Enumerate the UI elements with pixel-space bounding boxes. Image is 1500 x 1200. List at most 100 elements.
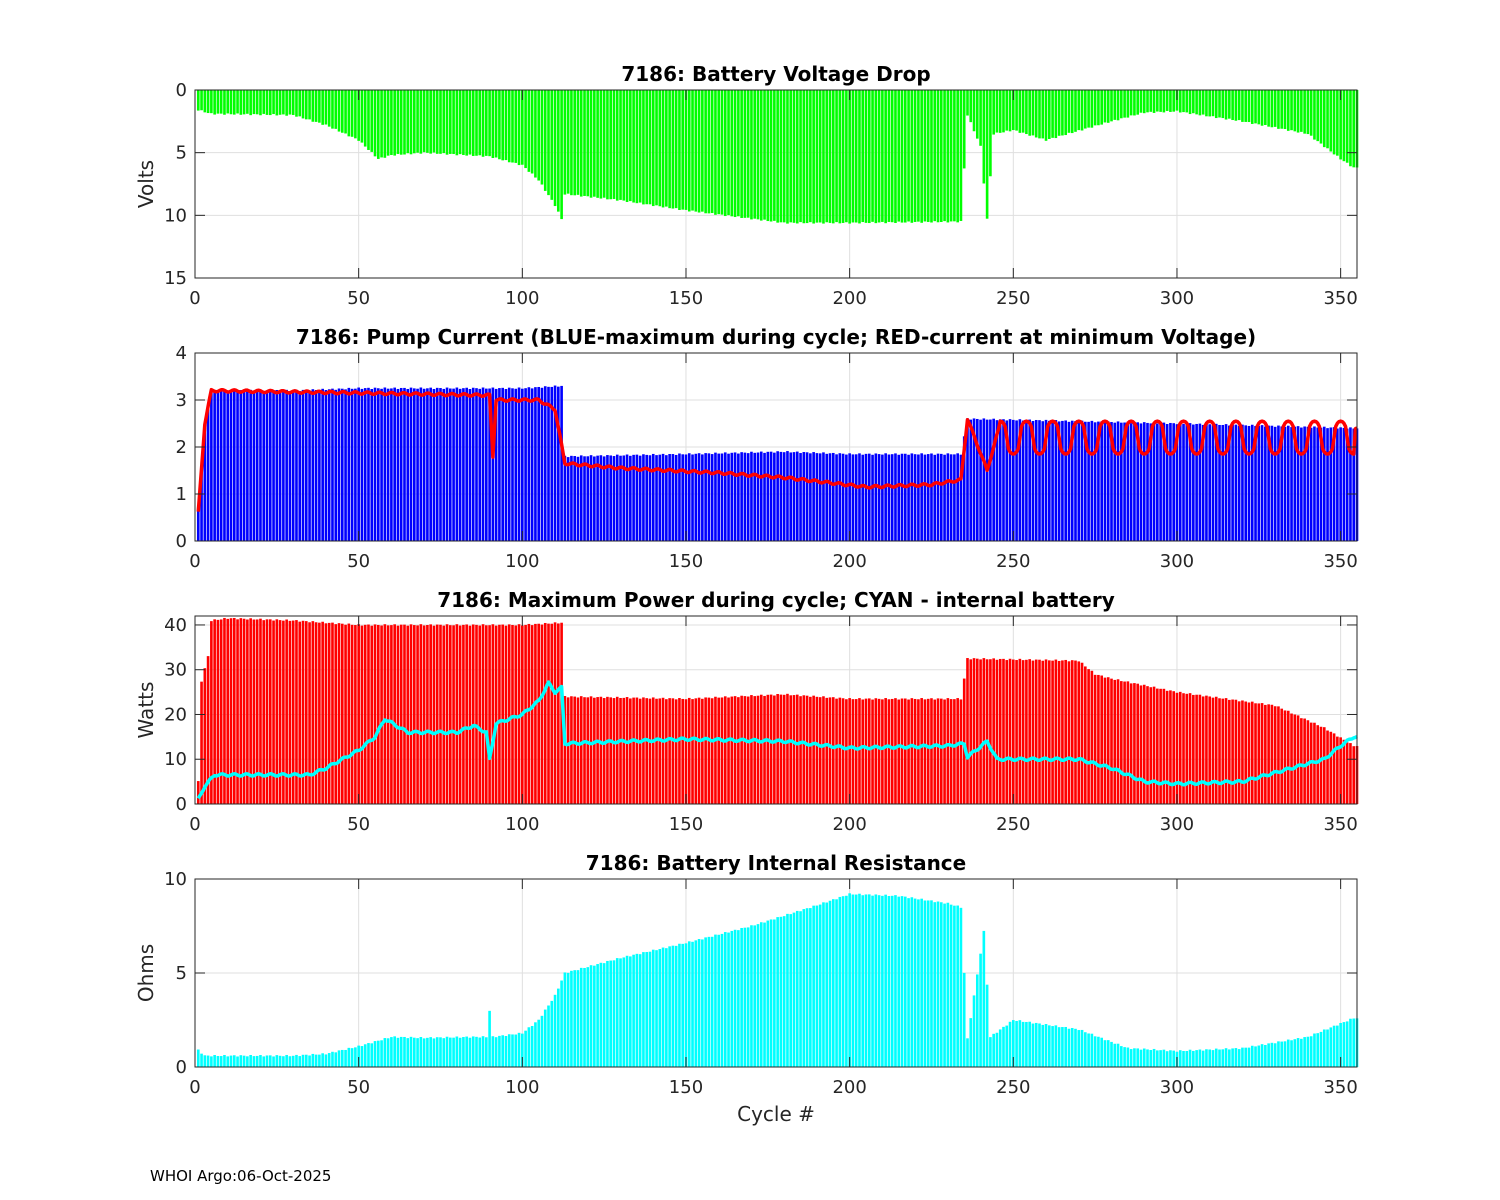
bar <box>255 619 259 804</box>
bar <box>694 90 698 212</box>
bar <box>1211 90 1215 117</box>
bar <box>272 620 275 804</box>
bar <box>871 895 874 1067</box>
bar <box>1093 674 1097 804</box>
bar <box>413 1037 416 1067</box>
x-tick-label: 350 <box>1323 288 1357 309</box>
bar <box>851 699 855 804</box>
bar <box>304 90 308 120</box>
bar <box>697 453 701 541</box>
bar <box>331 388 334 541</box>
bar <box>704 697 707 804</box>
bar <box>861 895 865 1067</box>
bar <box>687 941 691 1067</box>
bar <box>1162 1049 1166 1067</box>
bar <box>1123 1047 1126 1067</box>
bar <box>557 386 560 541</box>
bar <box>504 1035 508 1067</box>
bar <box>462 1037 465 1067</box>
bar <box>1336 90 1339 156</box>
bar <box>838 697 842 804</box>
bar <box>1139 1049 1143 1067</box>
bar <box>720 933 724 1067</box>
bar <box>681 454 685 541</box>
bar <box>681 90 685 210</box>
bar <box>255 1055 259 1067</box>
bar <box>268 90 272 116</box>
bar <box>969 419 973 541</box>
bar <box>740 452 743 541</box>
bar <box>691 941 694 1067</box>
bar <box>704 453 707 541</box>
bar <box>439 90 442 154</box>
bar <box>399 90 403 155</box>
bar <box>881 454 884 541</box>
bar <box>658 454 662 541</box>
bar <box>363 90 367 147</box>
y-tick-label: 10 <box>164 749 187 770</box>
bar <box>1300 427 1303 541</box>
bar <box>1025 659 1028 804</box>
bar <box>517 624 521 804</box>
bar <box>1120 90 1123 119</box>
bar <box>805 452 809 541</box>
bar <box>553 994 557 1067</box>
bar <box>272 391 275 541</box>
bar <box>1188 693 1192 804</box>
y-tick-label: 5 <box>176 143 187 164</box>
bar <box>239 1055 243 1067</box>
bar <box>1349 1018 1352 1067</box>
bar <box>1038 420 1041 541</box>
bar <box>370 625 374 804</box>
bar <box>933 699 937 804</box>
bar <box>717 697 721 804</box>
x-tick-label: 150 <box>669 814 703 835</box>
bar <box>1349 427 1352 541</box>
bar <box>390 388 393 541</box>
bar <box>684 454 688 541</box>
bar <box>390 1037 393 1067</box>
bar <box>756 924 760 1067</box>
bar <box>1208 696 1212 804</box>
bar <box>445 624 449 804</box>
bar <box>1097 674 1100 804</box>
bar <box>1185 424 1189 541</box>
bar <box>786 693 789 804</box>
bar <box>275 619 279 804</box>
bar <box>887 699 891 804</box>
bar <box>1015 1020 1018 1067</box>
bar <box>219 619 223 804</box>
bar <box>429 90 432 154</box>
bar <box>363 388 367 541</box>
bar <box>1201 424 1205 541</box>
bar <box>1169 422 1172 541</box>
bar <box>1228 1049 1231 1067</box>
bar <box>560 385 563 541</box>
bar <box>390 625 393 804</box>
bar <box>1097 1036 1100 1067</box>
bar <box>1123 422 1126 541</box>
bar <box>714 90 717 215</box>
bar <box>426 388 429 541</box>
bar <box>1336 736 1339 804</box>
bar <box>1106 90 1110 123</box>
bar <box>1306 426 1310 541</box>
bar <box>452 1037 455 1067</box>
bar <box>979 419 982 541</box>
bar <box>452 388 455 541</box>
bar <box>530 90 534 174</box>
bar <box>413 90 416 154</box>
bar <box>507 1034 511 1067</box>
bar <box>966 658 969 804</box>
bar <box>1106 1040 1110 1067</box>
x-tick-label: 100 <box>505 551 539 572</box>
bar <box>363 1044 367 1067</box>
bar <box>818 90 822 223</box>
bar <box>557 988 560 1067</box>
bar <box>219 90 223 114</box>
bar <box>1126 1047 1130 1067</box>
bar <box>1061 660 1064 804</box>
bar <box>635 953 639 1067</box>
bar <box>615 454 619 541</box>
bar <box>632 697 635 804</box>
